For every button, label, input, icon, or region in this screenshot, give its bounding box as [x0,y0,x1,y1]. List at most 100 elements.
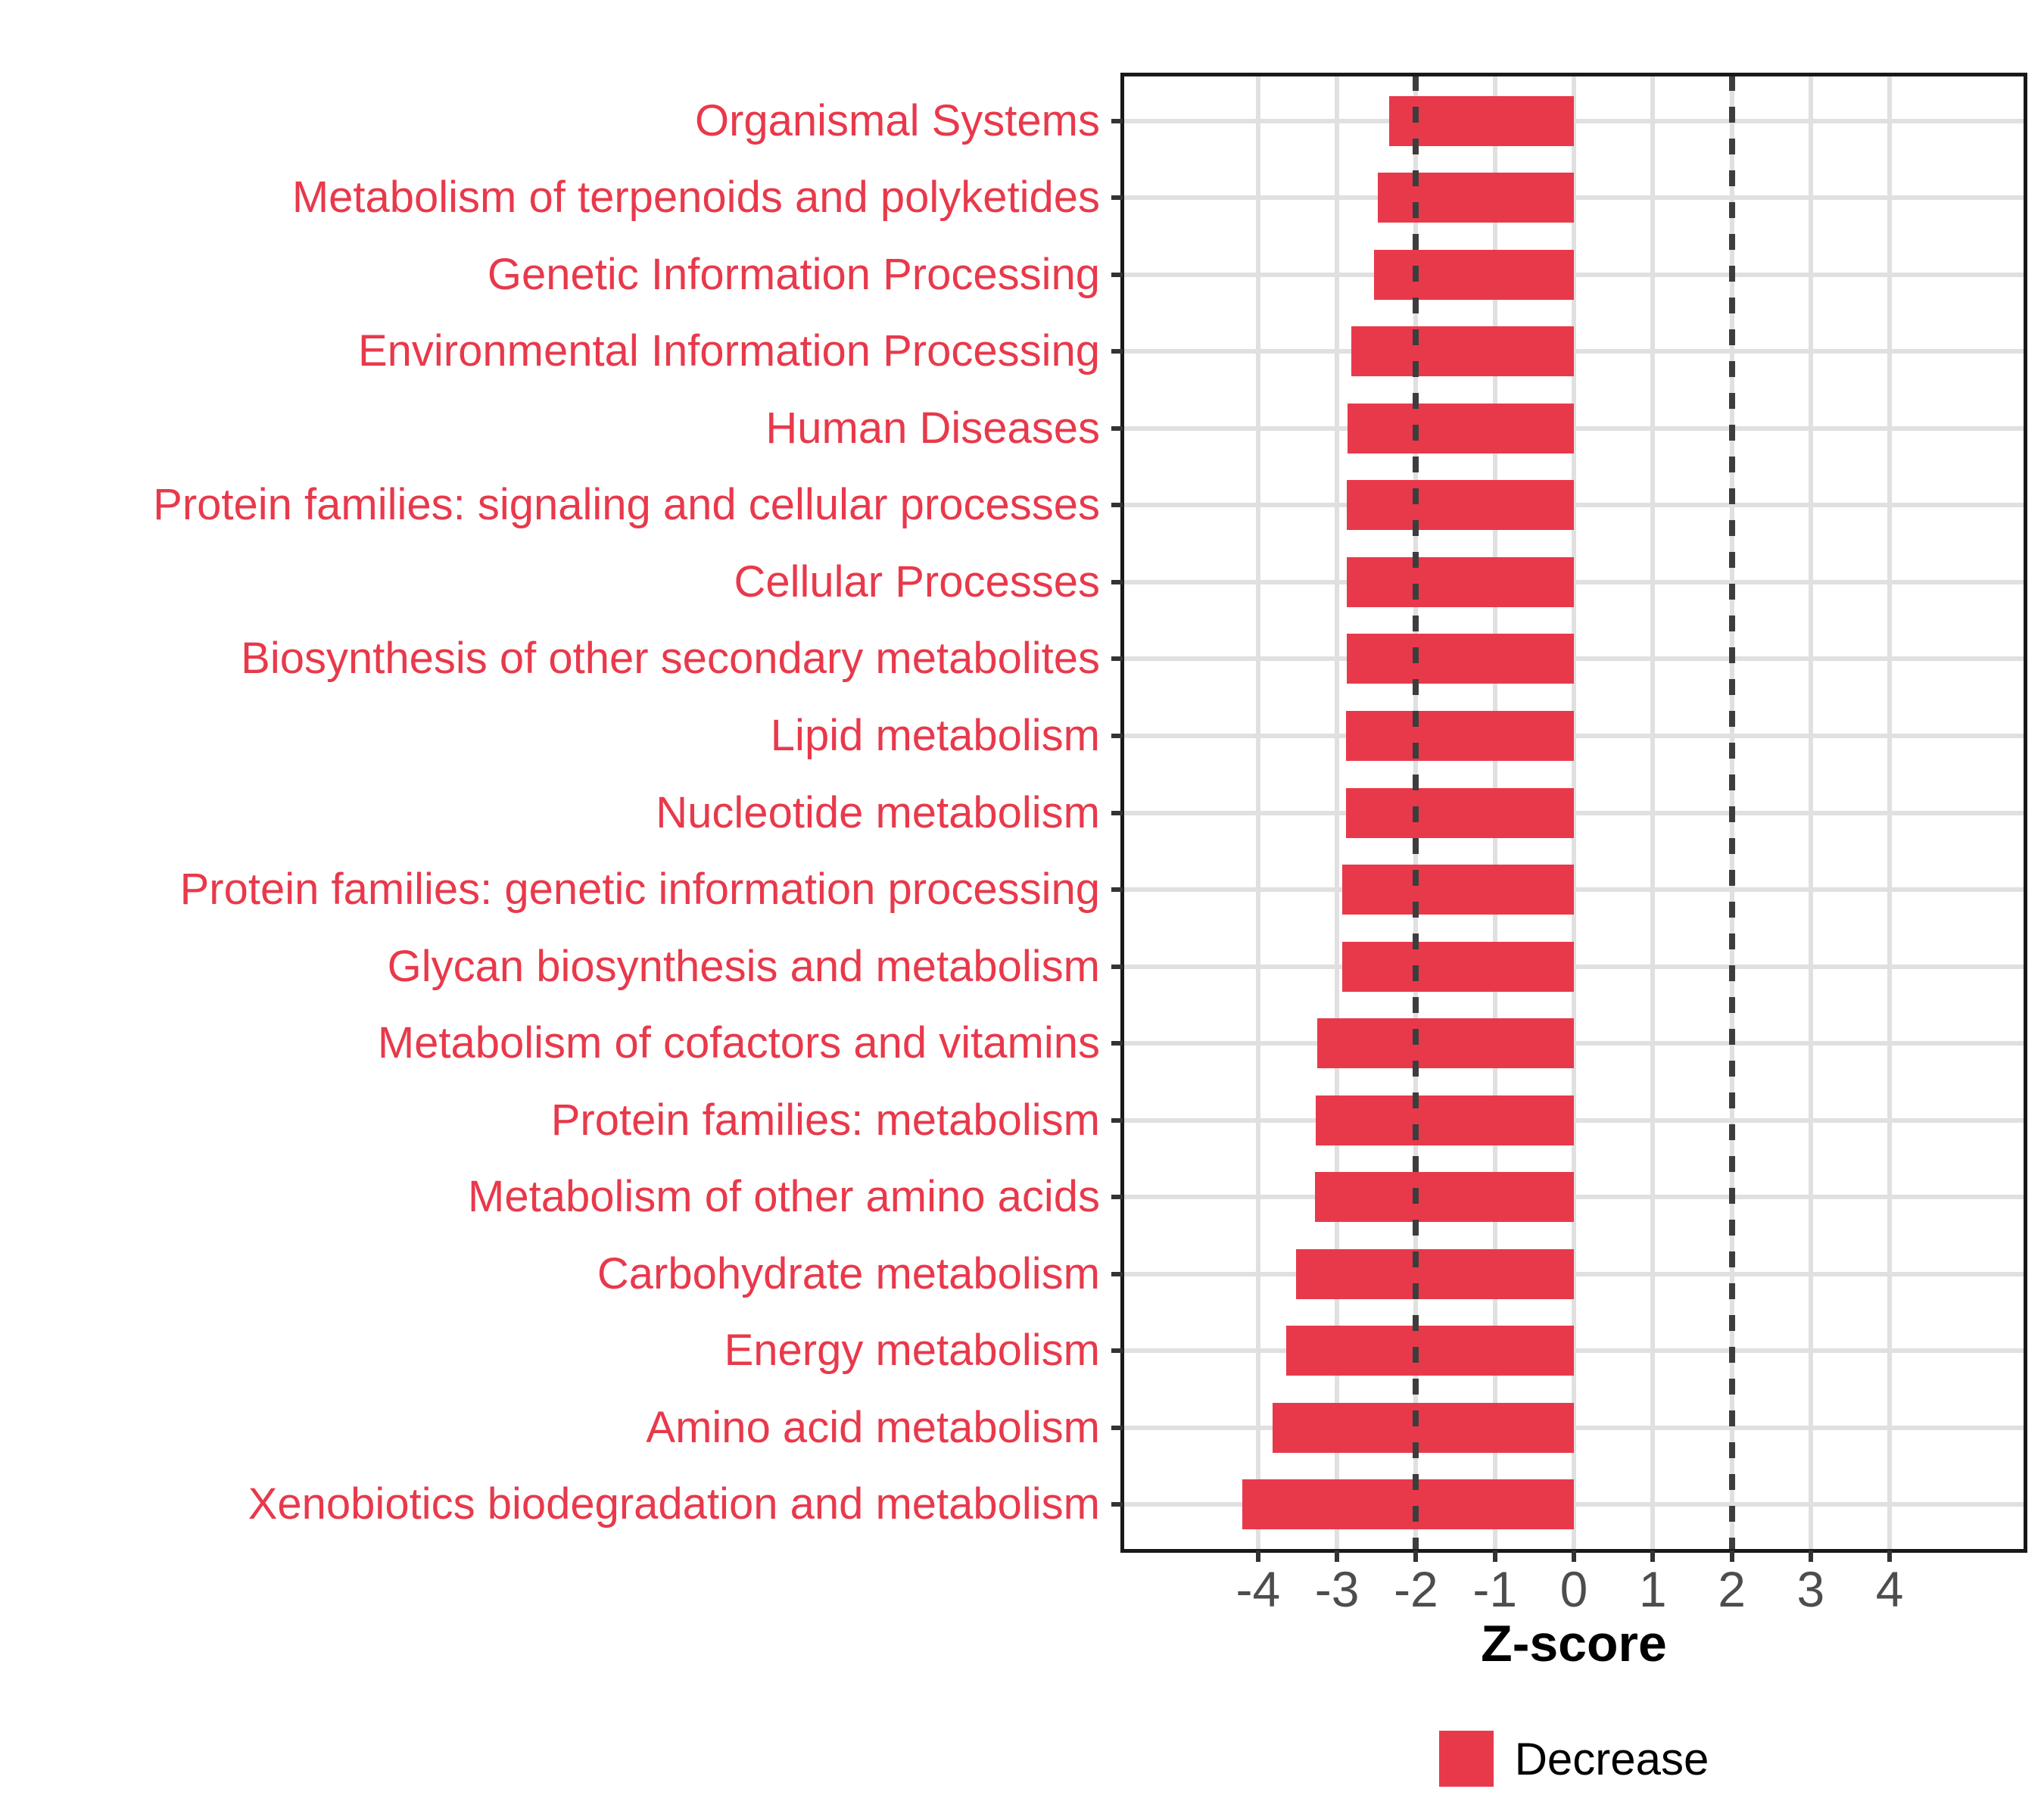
bar [1317,1018,1574,1069]
y-gridline [1123,1117,2025,1123]
bar [1388,95,1574,146]
y-tick [1111,195,1123,201]
y-gridline [1123,1348,2025,1354]
y-axis-label: Biosynthesis of other secondary metaboli… [241,634,1100,684]
reference-line [1728,75,1735,1551]
y-axis-label: Protein families: signaling and cellular… [153,480,1100,530]
y-gridline [1123,118,2025,123]
bar [1345,787,1574,838]
bar [1286,1326,1574,1376]
bar [1346,634,1574,684]
bar [1374,249,1574,300]
y-gridline [1123,349,2025,354]
reference-line [1413,75,1419,1551]
bar [1242,1479,1574,1530]
bar [1315,1095,1574,1145]
x-tick [1492,1551,1497,1562]
bar [1378,173,1574,223]
bar [1342,865,1574,915]
bar [1272,1402,1574,1453]
x-tick-label: 3 [1796,1561,1825,1617]
x-tick [1729,1551,1734,1562]
y-axis-label: Environmental Information Processing [357,326,1100,376]
y-tick [1111,1195,1123,1200]
y-axis-label: Metabolism of other amino acids [468,1172,1100,1222]
y-tick [1111,1425,1123,1430]
y-axis-label: Metabolism of cofactors and vitamins [377,1018,1100,1068]
y-tick [1111,964,1123,969]
x-tick [1572,1551,1576,1562]
y-gridline [1123,1502,2025,1507]
y-axis-label: Energy metabolism [724,1326,1100,1376]
x-tick [1335,1551,1340,1562]
y-tick [1111,425,1123,431]
y-axis-label: Protein families: genetic information pr… [179,865,1100,914]
legend-label-decrease: Decrease [1514,1733,1709,1784]
bar [1346,480,1574,531]
x-tick [1808,1551,1813,1562]
y-tick [1111,656,1123,662]
y-gridline [1123,733,2025,738]
bar [1347,403,1574,453]
y-tick [1111,118,1123,123]
y-axis-label: Amino acid metabolism [646,1402,1100,1452]
y-axis-label: Xenobiotics biodegradation and metabolis… [248,1479,1100,1529]
x-tick-label: 0 [1559,1561,1588,1617]
x-tick-label: -2 [1394,1561,1438,1617]
y-gridline [1123,195,2025,201]
legend-swatch-decrease [1438,1731,1494,1787]
y-gridline [1123,810,2025,815]
y-axis-label: Nucleotide metabolism [656,787,1100,837]
y-gridline [1123,579,2025,584]
x-tick-label: 1 [1638,1561,1667,1617]
y-tick [1111,579,1123,584]
bar [1295,1248,1574,1299]
y-gridline [1123,1041,2025,1046]
y-gridline [1123,425,2025,431]
y-axis-label: Metabolism of terpenoids and polyketides [291,173,1100,223]
y-tick [1111,810,1123,815]
y-tick [1111,503,1123,508]
y-axis-label: Human Diseases [765,403,1100,453]
x-tick-label: 2 [1718,1561,1746,1617]
y-axis-label: Carbohydrate metabolism [597,1248,1100,1298]
legend: Decrease [1123,1731,2025,1787]
y-tick [1111,1348,1123,1354]
y-axis-label: Cellular Processes [734,556,1100,606]
bar [1346,556,1574,607]
y-tick [1111,272,1123,277]
x-tick [1650,1551,1656,1562]
y-tick [1111,1502,1123,1507]
x-tick-label: -4 [1235,1561,1281,1617]
y-axis-label: Glycan biosynthesis and metabolism [387,941,1100,991]
y-gridline [1123,1271,2025,1276]
y-axis-label: Genetic Information Processing [487,249,1100,299]
y-gridline [1123,503,2025,508]
y-gridline [1123,1425,2025,1430]
y-tick [1111,887,1123,892]
x-tick [1413,1551,1419,1562]
x-tick-label: -3 [1314,1561,1360,1617]
x-tick [1255,1551,1260,1562]
y-axis-label: Protein families: metabolism [550,1095,1100,1145]
bar [1342,941,1574,992]
y-gridline [1123,1195,2025,1200]
y-tick [1111,1041,1123,1046]
x-tick-label: -1 [1472,1561,1518,1617]
bar [1314,1172,1574,1223]
x-tick-label: 4 [1875,1561,1904,1617]
y-gridline [1123,964,2025,969]
y-gridline [1123,887,2025,892]
y-axis-label: Organismal Systems [694,95,1100,145]
y-tick [1111,1117,1123,1123]
y-tick [1111,349,1123,354]
x-axis-title: Z-score [1481,1615,1667,1672]
y-axis-label: Lipid metabolism [770,710,1100,760]
y-tick [1111,1271,1123,1276]
bar [1345,710,1574,761]
y-gridline [1123,272,2025,277]
x-tick [1887,1551,1893,1562]
y-tick [1111,733,1123,738]
y-gridline [1123,656,2025,662]
